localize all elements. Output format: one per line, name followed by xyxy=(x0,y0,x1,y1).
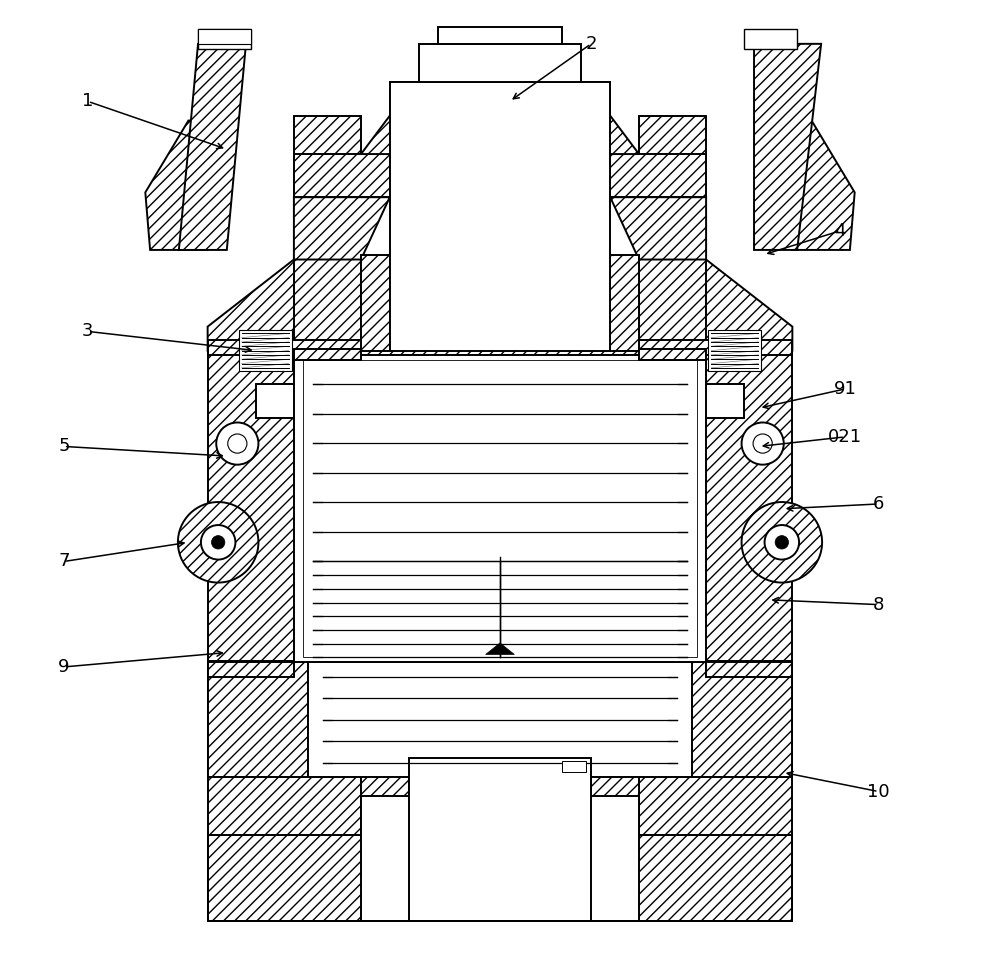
Circle shape xyxy=(742,502,822,583)
Polygon shape xyxy=(179,44,246,250)
Bar xyxy=(208,661,792,677)
Text: 2: 2 xyxy=(585,35,597,53)
Polygon shape xyxy=(706,662,792,677)
Text: 3: 3 xyxy=(82,323,94,341)
Bar xyxy=(438,27,562,44)
Text: 10: 10 xyxy=(867,782,890,801)
Text: 91: 91 xyxy=(834,380,857,398)
Bar xyxy=(361,797,639,921)
Polygon shape xyxy=(692,662,792,778)
Bar xyxy=(265,797,361,834)
Polygon shape xyxy=(198,30,251,44)
Bar xyxy=(361,254,390,350)
Bar xyxy=(308,662,692,778)
Bar xyxy=(208,340,792,355)
Bar xyxy=(294,348,361,360)
Bar xyxy=(294,355,706,662)
Circle shape xyxy=(178,502,258,583)
Bar xyxy=(390,83,610,350)
Polygon shape xyxy=(208,778,361,834)
Bar xyxy=(639,797,735,834)
Bar xyxy=(615,834,792,921)
Bar xyxy=(208,834,385,921)
Text: 021: 021 xyxy=(828,428,862,445)
Bar xyxy=(744,30,797,49)
Polygon shape xyxy=(610,154,706,197)
Bar xyxy=(303,360,697,658)
Polygon shape xyxy=(294,154,390,197)
Bar xyxy=(419,44,581,83)
Polygon shape xyxy=(145,121,208,250)
Polygon shape xyxy=(208,350,294,662)
Polygon shape xyxy=(208,662,308,778)
Bar xyxy=(385,901,615,921)
Text: 6: 6 xyxy=(873,495,884,513)
Text: 1: 1 xyxy=(82,92,93,110)
Text: 7: 7 xyxy=(58,553,70,570)
Bar xyxy=(390,83,610,116)
Bar xyxy=(692,662,792,778)
Polygon shape xyxy=(792,121,855,250)
Bar xyxy=(198,30,251,49)
Bar xyxy=(562,761,586,773)
Text: 5: 5 xyxy=(58,438,70,455)
Polygon shape xyxy=(639,116,706,350)
Bar xyxy=(708,330,761,371)
Bar xyxy=(239,330,292,371)
Circle shape xyxy=(216,422,258,465)
Bar xyxy=(409,758,591,921)
Circle shape xyxy=(753,434,772,453)
Circle shape xyxy=(765,525,799,560)
Circle shape xyxy=(211,536,225,549)
Bar xyxy=(610,254,639,350)
Polygon shape xyxy=(639,778,792,834)
Polygon shape xyxy=(610,197,706,259)
Circle shape xyxy=(228,434,247,453)
Polygon shape xyxy=(706,350,792,662)
Polygon shape xyxy=(294,116,361,350)
Circle shape xyxy=(201,525,235,560)
Polygon shape xyxy=(208,662,294,677)
Polygon shape xyxy=(486,643,514,655)
Polygon shape xyxy=(208,259,361,350)
Polygon shape xyxy=(361,116,639,154)
Polygon shape xyxy=(639,259,792,350)
Polygon shape xyxy=(294,197,390,259)
Bar xyxy=(208,662,308,778)
Bar xyxy=(361,749,409,834)
Text: 8: 8 xyxy=(873,595,884,613)
Text: 4: 4 xyxy=(835,222,846,240)
Circle shape xyxy=(775,536,789,549)
Polygon shape xyxy=(754,44,821,250)
Circle shape xyxy=(742,422,784,465)
Bar xyxy=(639,348,706,360)
Bar xyxy=(591,749,639,834)
Text: 9: 9 xyxy=(58,658,70,676)
